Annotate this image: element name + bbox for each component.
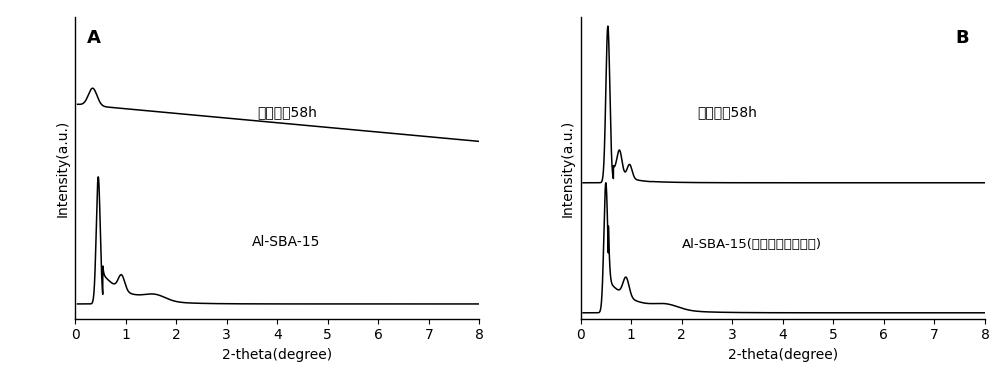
Text: Al-SBA-15(加氟碳表面活性剂): Al-SBA-15(加氟碳表面活性剂) [682, 238, 822, 252]
X-axis label: 2-theta(degree): 2-theta(degree) [728, 348, 838, 362]
Text: 水热处疇58h: 水热处疇58h [257, 105, 317, 119]
Text: Al-SBA-15: Al-SBA-15 [252, 235, 320, 249]
Y-axis label: Intensity(a.u.): Intensity(a.u.) [561, 119, 575, 217]
Y-axis label: Intensity(a.u.): Intensity(a.u.) [55, 119, 69, 217]
X-axis label: 2-theta(degree): 2-theta(degree) [222, 348, 332, 362]
Text: 水热处疇58h: 水热处疇58h [697, 105, 757, 119]
Text: A: A [87, 29, 101, 47]
Text: B: B [955, 29, 969, 47]
